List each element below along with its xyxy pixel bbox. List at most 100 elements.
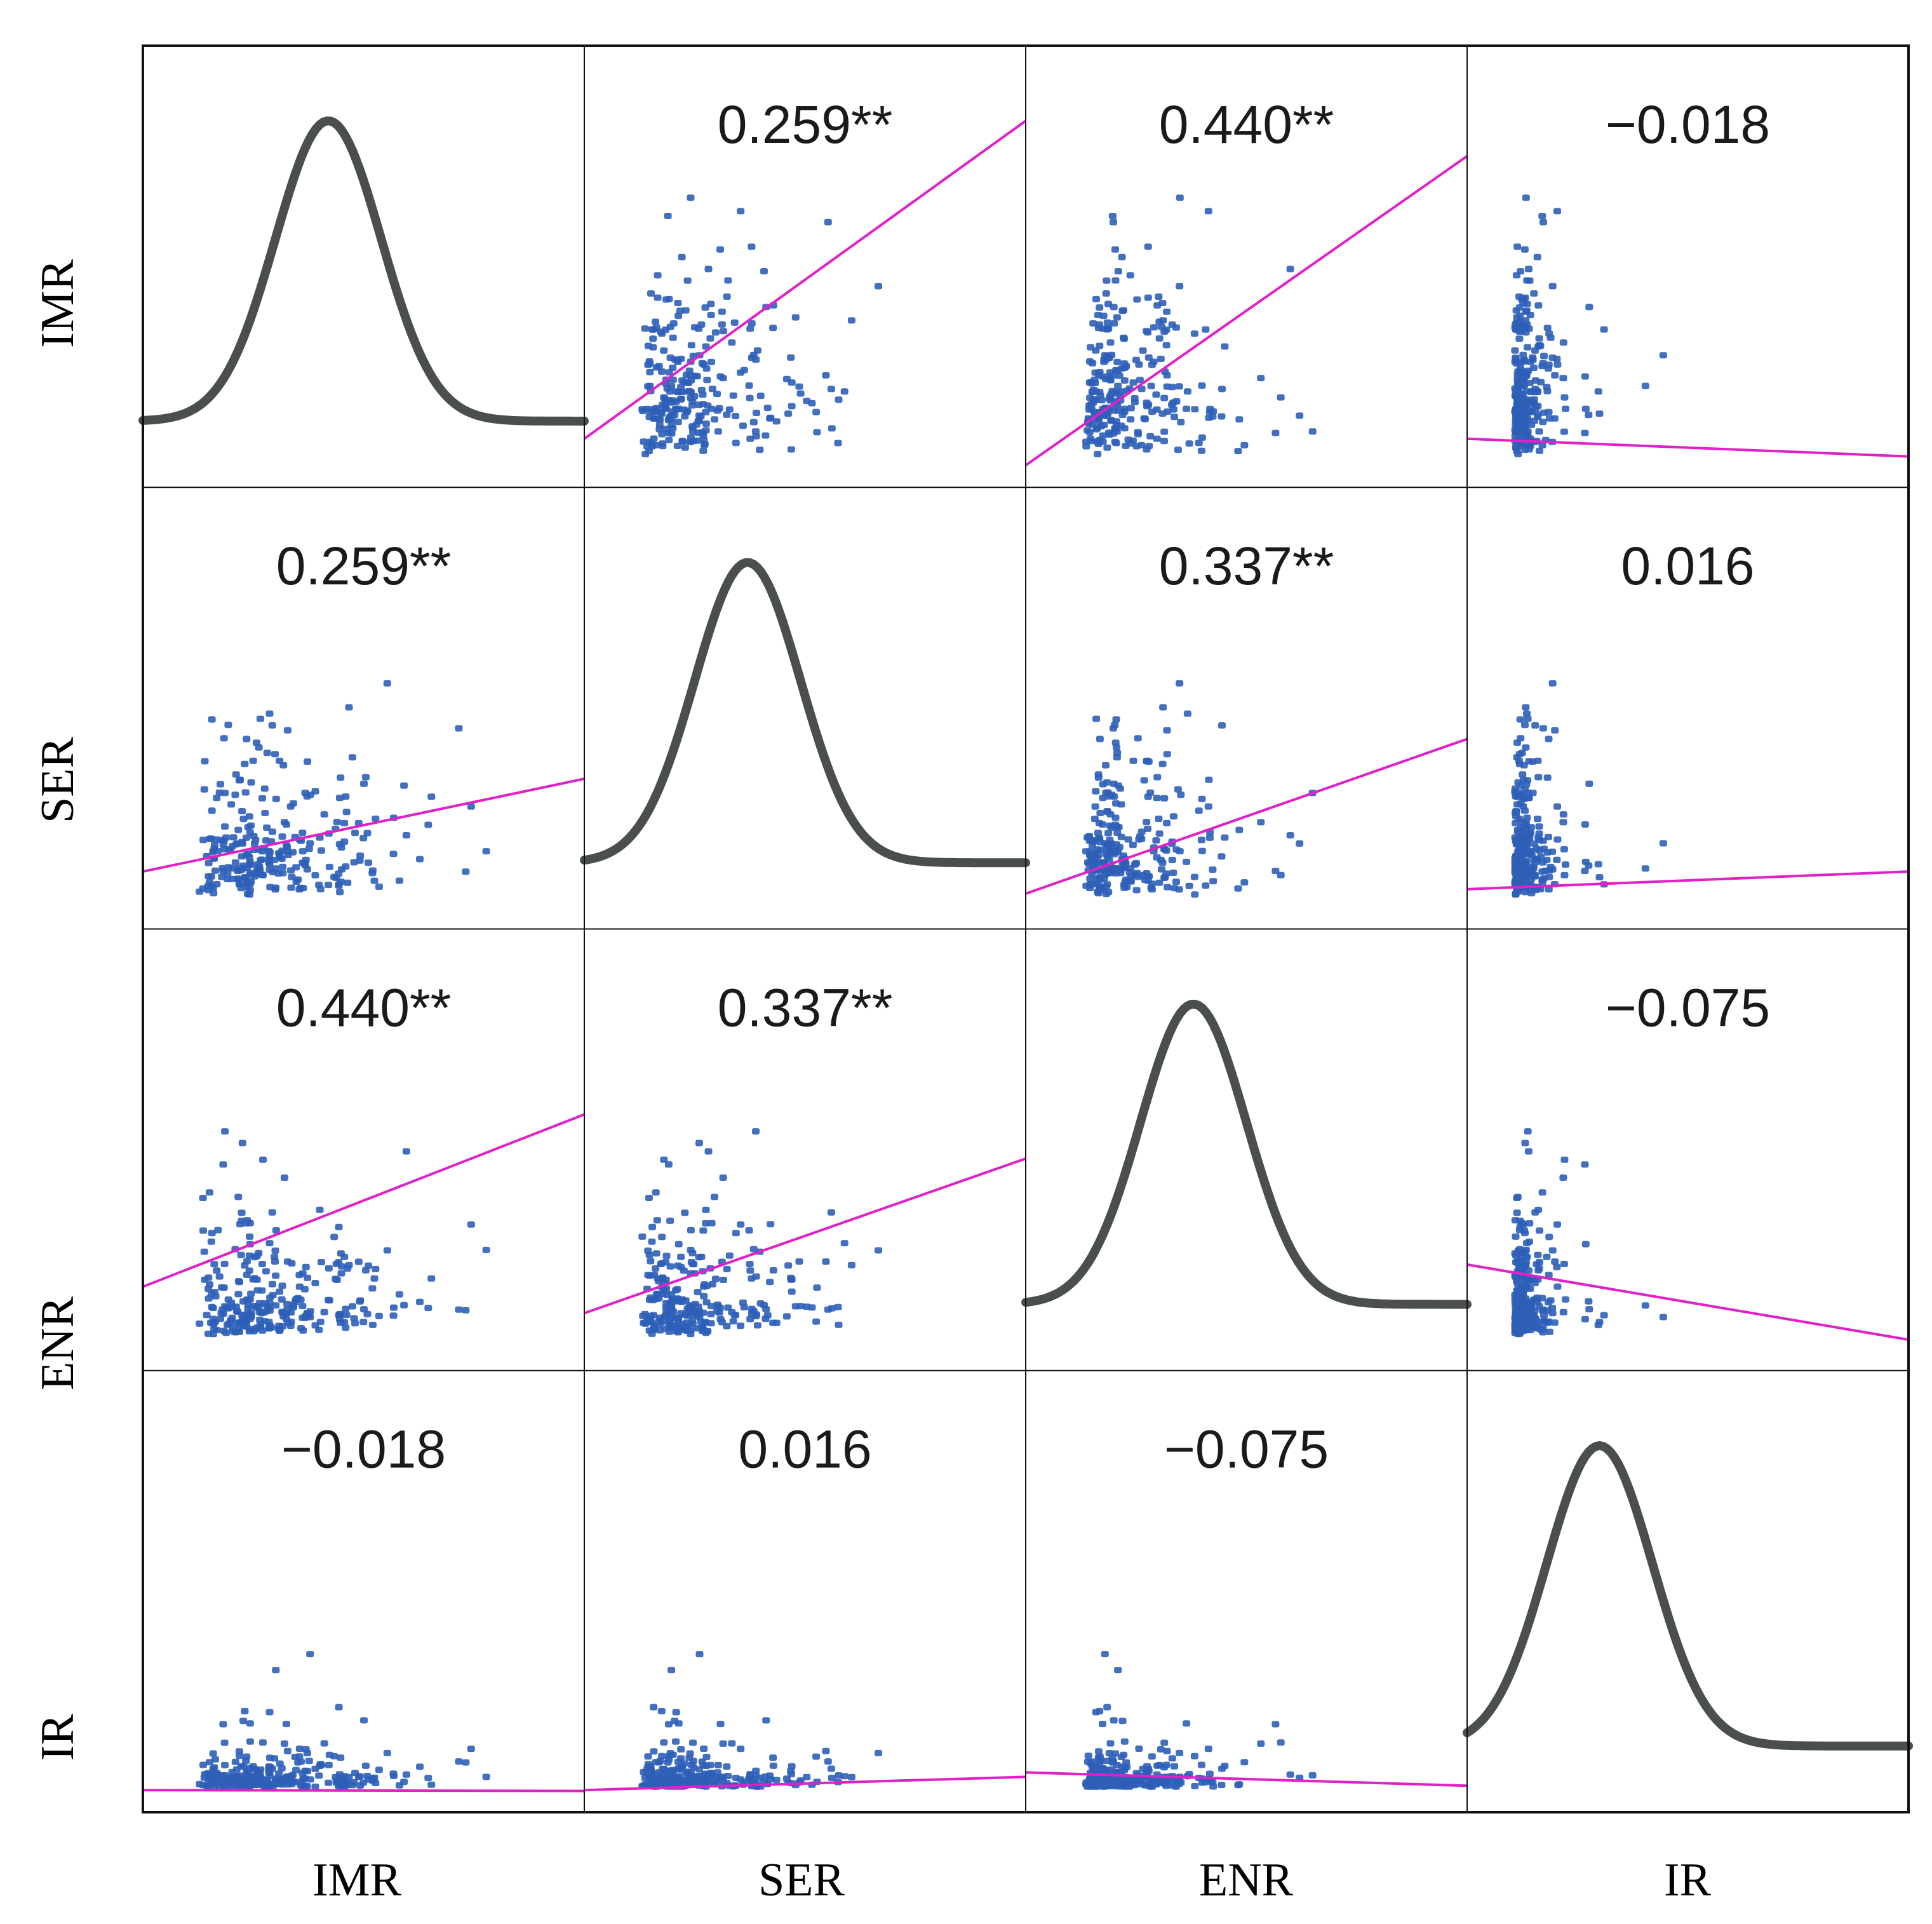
- scatter-point: [704, 1328, 712, 1335]
- scatter-point: [1099, 373, 1106, 380]
- matrix-cells: 0.259** 0.440** −0.018 0.259** 0.337** 0.016 0…: [138, 44, 1913, 1813]
- scatter-point: [673, 443, 681, 449]
- col-label-imr: IMR: [312, 1854, 401, 1906]
- scatter-point: [1174, 786, 1182, 793]
- scatter-point: [1534, 774, 1543, 781]
- scatter-point: [752, 1128, 760, 1135]
- scatter-point: [280, 1740, 288, 1747]
- scatter-point: [680, 1267, 688, 1274]
- scatter-point: [662, 1285, 671, 1292]
- scatter-point: [1099, 781, 1107, 788]
- scatter-point: [467, 803, 475, 810]
- scatter-point: [1144, 1766, 1153, 1772]
- scatter-point: [716, 373, 725, 380]
- scatter-point: [222, 1329, 230, 1336]
- scatter-point: [745, 1227, 753, 1234]
- scatter-point: [345, 1261, 353, 1268]
- scatter-point: [716, 1305, 724, 1312]
- scatter-point: [1172, 324, 1180, 331]
- scatter-point: [1150, 324, 1158, 331]
- scatter-point: [677, 1253, 685, 1260]
- scatter-point: [1534, 1251, 1542, 1258]
- scatter-point: [261, 810, 269, 816]
- scatter-point: [283, 727, 292, 734]
- scatter-point: [389, 1304, 398, 1311]
- scatter-point: [650, 415, 658, 422]
- scatter-point: [1559, 819, 1567, 826]
- scatter-point: [416, 1298, 424, 1305]
- matrix-border: [142, 44, 1910, 1813]
- scatter-point: [732, 1230, 740, 1237]
- scatter-point: [694, 1289, 702, 1296]
- scatter-point: [650, 1319, 658, 1326]
- scatter-point: [812, 408, 821, 415]
- scatter-point: [1126, 272, 1134, 279]
- scatter-point: [200, 1248, 208, 1255]
- scatter-point: [666, 388, 674, 395]
- scatter-point: [238, 1209, 246, 1216]
- scatter-point: [1089, 320, 1097, 327]
- scatter-point: [342, 1312, 351, 1319]
- scatter-point: [654, 272, 662, 279]
- scatter-point: [333, 1277, 341, 1283]
- scatter-point: [1524, 1148, 1533, 1155]
- scatter-point: [1089, 421, 1096, 428]
- scatter-point: [715, 405, 723, 412]
- scatter-point: [1144, 243, 1152, 250]
- cell-enr-ir: −0.075: [1466, 978, 1909, 1342]
- scatter-point: [278, 1282, 286, 1289]
- scatter-point: [1524, 396, 1532, 403]
- scatter-point: [359, 1779, 368, 1786]
- scatter-point: [268, 828, 276, 835]
- scatter-point: [1522, 819, 1530, 826]
- scatter-point: [1106, 1740, 1115, 1747]
- scatter-point: [287, 867, 295, 874]
- scatter-point: [210, 1261, 218, 1268]
- scatter-point: [287, 1309, 295, 1316]
- scatter-point: [1517, 735, 1525, 742]
- scatter-point: [1513, 826, 1522, 833]
- scatter-point: [1111, 425, 1119, 432]
- scatter-point: [1198, 795, 1206, 802]
- scatter-point: [1521, 323, 1529, 330]
- scatter-point: [676, 396, 685, 403]
- scatter-point: [676, 1766, 685, 1773]
- scatter-point: [462, 1759, 470, 1766]
- scatter-point: [732, 1775, 740, 1781]
- scatter-point: [813, 1284, 821, 1291]
- scatter-point: [1144, 294, 1152, 301]
- scatter-point: [1094, 441, 1103, 447]
- scatter-point: [330, 1234, 339, 1241]
- scatter-point: [220, 1260, 229, 1267]
- scatter-point: [681, 444, 689, 451]
- scatter-point: [224, 864, 232, 871]
- scatter-point: [660, 347, 668, 354]
- scatter-point: [1513, 793, 1522, 800]
- scatter-point: [289, 1778, 297, 1785]
- scatter-point: [311, 788, 319, 795]
- scatter-point: [1168, 1755, 1176, 1762]
- scatter-point: [702, 1206, 710, 1213]
- scatter-point: [1526, 1220, 1534, 1227]
- scatter-point: [1111, 821, 1119, 828]
- scatter-point: [1094, 1780, 1102, 1787]
- scatter-point: [840, 1773, 849, 1780]
- scatter-point: [1559, 339, 1567, 346]
- scatter-point: [641, 450, 650, 457]
- scatter-point: [363, 830, 372, 837]
- scatter-point: [766, 1279, 774, 1286]
- scatter-point: [686, 1750, 694, 1757]
- scatter-point: [1296, 840, 1304, 847]
- scatter-point: [650, 1704, 658, 1711]
- scatter-point: [714, 1761, 722, 1768]
- scatter-point: [1122, 876, 1130, 883]
- scatter-point: [748, 1305, 756, 1312]
- scatter-point: [208, 807, 216, 814]
- scatter-point: [211, 1756, 219, 1763]
- scatter-point: [320, 1740, 328, 1747]
- scatter-point: [1190, 1752, 1198, 1759]
- scatter-point: [325, 863, 333, 870]
- scatter-point: [875, 1247, 882, 1254]
- scatter-point: [1600, 326, 1608, 333]
- scatter-point: [665, 1309, 673, 1316]
